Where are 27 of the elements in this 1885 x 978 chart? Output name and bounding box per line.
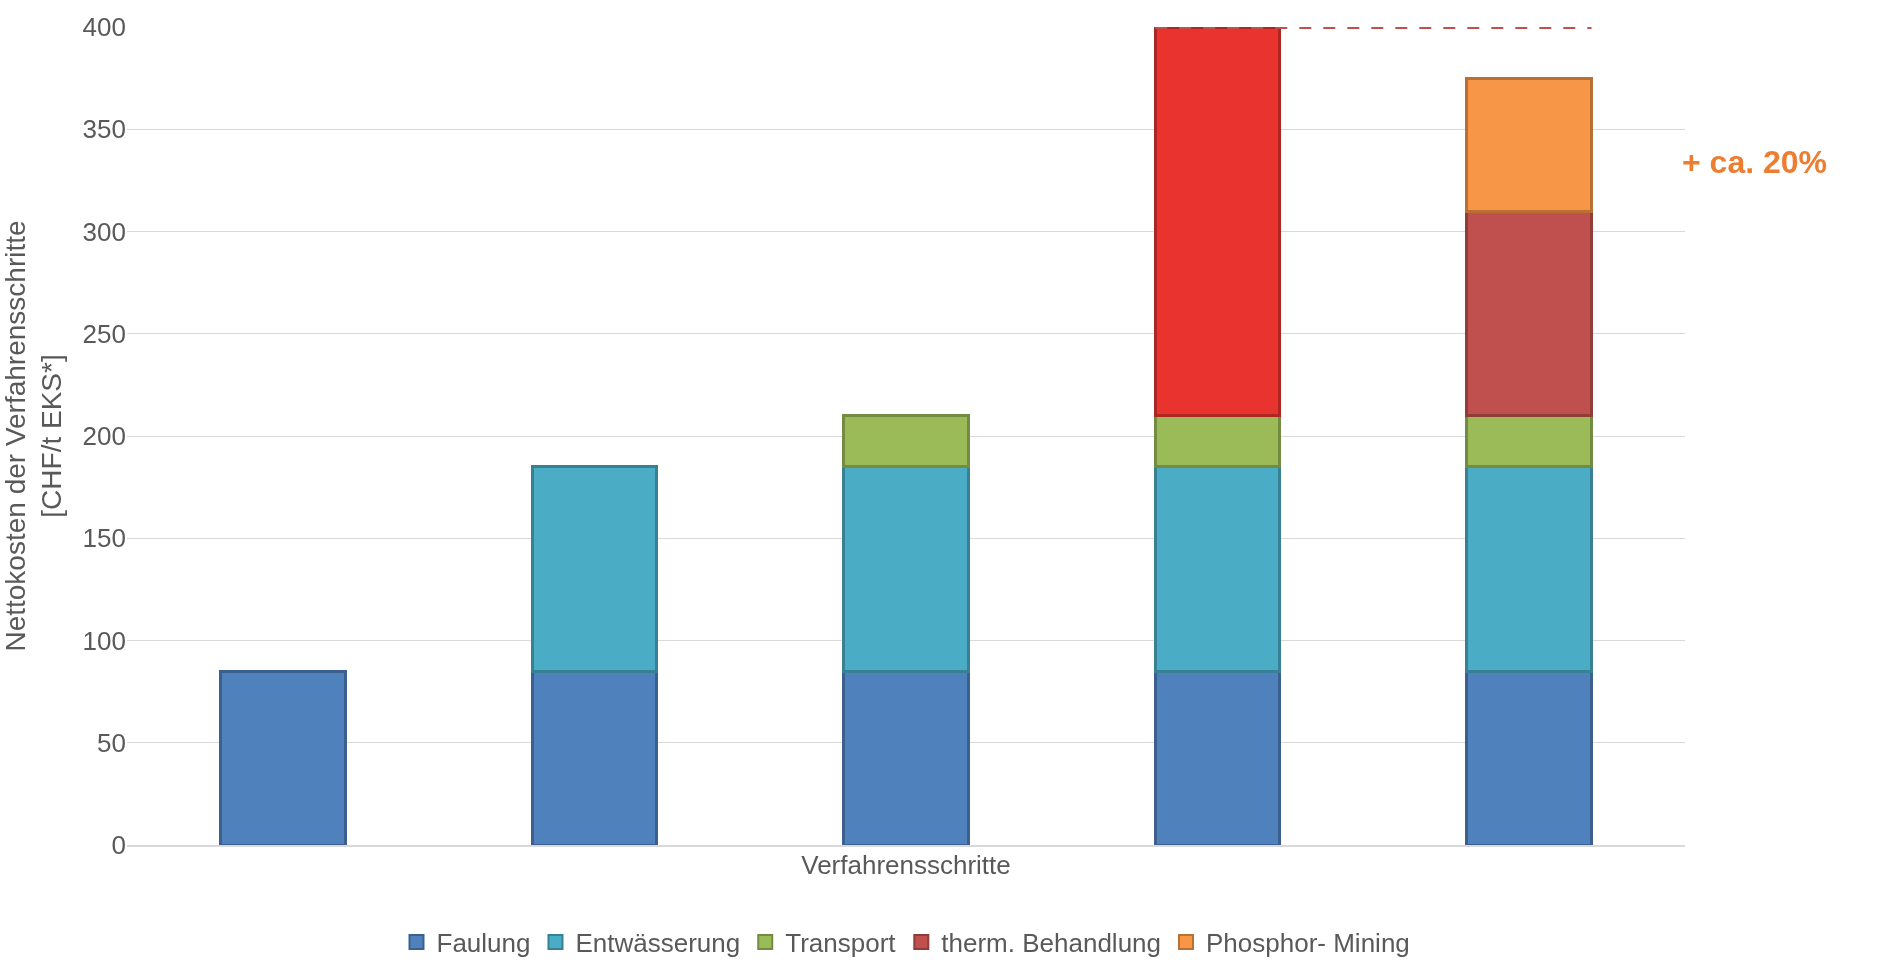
y-tick-label: 300 xyxy=(82,216,126,247)
y-tick-label: 200 xyxy=(82,421,126,452)
bar xyxy=(1153,465,1282,673)
bar xyxy=(842,414,970,469)
y-tick-label: 100 xyxy=(82,625,126,656)
bar xyxy=(1465,414,1594,469)
bar xyxy=(1465,465,1594,673)
bar xyxy=(218,669,347,845)
bar xyxy=(1153,27,1282,418)
legend-label: Faulung xyxy=(436,928,531,959)
y-tick-label: 150 xyxy=(82,523,126,554)
legend-label: Transport xyxy=(785,928,897,959)
y-tick-label: 400 xyxy=(82,12,126,43)
y-tick-label: 250 xyxy=(82,318,126,349)
annotation: + ca. 20% xyxy=(1682,144,1827,180)
y-axis-title: Nettokosten der Verfahrensschritte [CHF/t EKS*] xyxy=(0,220,68,652)
bar xyxy=(1465,76,1594,213)
legend-label: Phosphor- Mining xyxy=(1206,928,1410,959)
bar xyxy=(1153,414,1282,469)
bar xyxy=(530,465,659,673)
legend-label: Entwässerung xyxy=(575,928,741,959)
x-axis-title: Verfahrensschritte xyxy=(801,850,1011,881)
y-tick-label: 50 xyxy=(97,727,126,758)
legend-label: therm. Behandlung xyxy=(941,928,1162,959)
y-tick-label: 350 xyxy=(82,114,126,145)
bar xyxy=(842,465,970,673)
y-tick-label: 0 xyxy=(111,830,126,861)
